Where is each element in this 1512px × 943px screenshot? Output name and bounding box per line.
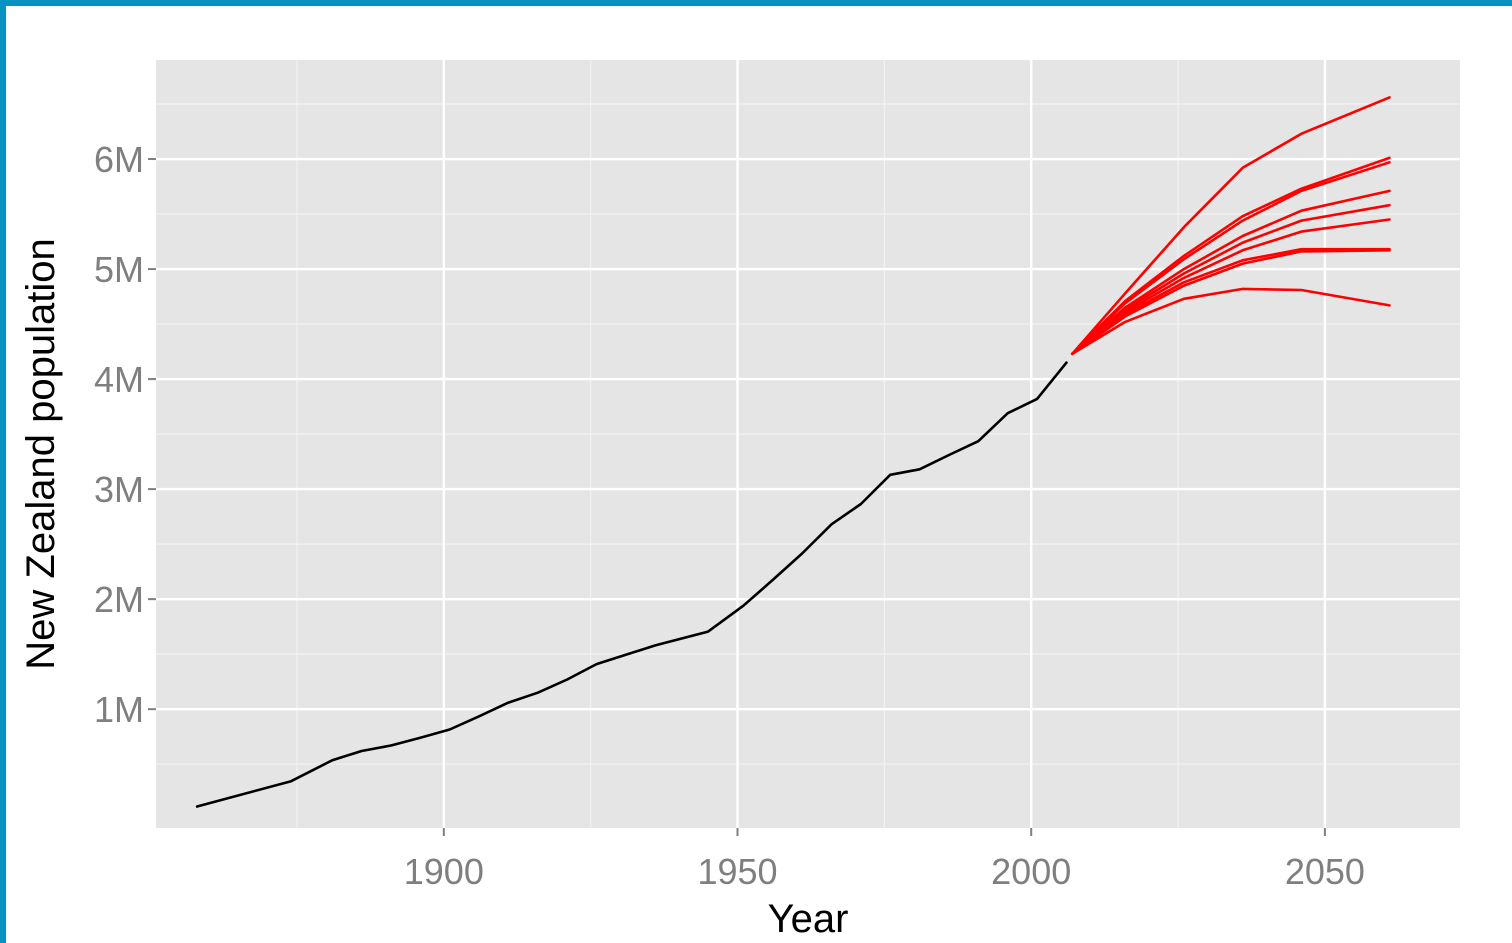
y-tick-label: 3M — [94, 469, 144, 510]
series-line-projection — [1071, 218, 1391, 356]
series-line-projection — [1071, 156, 1391, 356]
series-layer — [195, 96, 1391, 808]
series-line-historical — [195, 361, 1068, 808]
series-line-projection — [1071, 287, 1391, 356]
series-line-projection — [1071, 96, 1391, 356]
series-line-projection — [1071, 203, 1391, 356]
y-tick-label: 6M — [94, 139, 144, 180]
x-tick-label: 1950 — [697, 851, 777, 892]
x-axis-title: Year — [768, 897, 849, 941]
plot-panel — [156, 60, 1460, 828]
series-line-projection — [1071, 189, 1391, 356]
x-tick-label: 2050 — [1285, 851, 1365, 892]
series-line-projection — [1071, 249, 1391, 356]
y-tick-label: 2M — [94, 579, 144, 620]
y-tick-label: 5M — [94, 249, 144, 290]
x-tick-label: 2000 — [991, 851, 1071, 892]
y-tick-label: 1M — [94, 689, 144, 730]
y-tick-label: 4M — [94, 359, 144, 400]
series-line-projection — [1071, 161, 1391, 356]
x-axis: 1900 1950 2000 2050 — [404, 828, 1365, 892]
major-gridlines — [156, 60, 1460, 828]
series-line-projection — [1071, 247, 1391, 356]
minor-gridlines — [156, 60, 1460, 828]
y-axis-title: New Zealand population — [19, 238, 63, 669]
x-tick-label: 1900 — [404, 851, 484, 892]
y-axis: 1M 2M 3M 4M 5M 6M — [94, 139, 156, 730]
